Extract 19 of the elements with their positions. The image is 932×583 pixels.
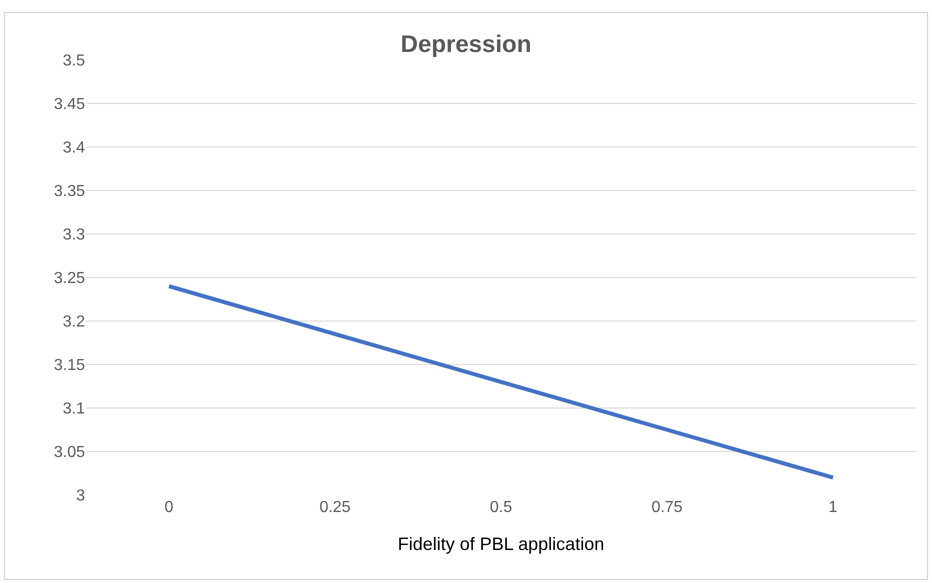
line-series	[167, 284, 835, 480]
y-tick-label: 3.4	[62, 140, 86, 157]
y-tick-label: 3.35	[54, 183, 86, 200]
y-tick-label: 3.45	[54, 96, 86, 114]
x-tick-label: 1	[828, 499, 838, 516]
y-tick-label: 3.05	[54, 444, 86, 462]
x-tick-label: 0.75	[651, 499, 683, 516]
y-tick-label: 3	[76, 488, 86, 505]
x-tick-label: 0.5	[490, 499, 512, 516]
y-tick-label: 3.25	[54, 270, 86, 288]
x-axis-title: Fidelity of PBL application	[398, 534, 604, 554]
y-tick-label: 3.2	[62, 314, 86, 331]
chart-title: Depression	[400, 31, 532, 58]
x-tick-label: 0.25	[319, 499, 351, 516]
y-tick-label: 3.3	[62, 226, 86, 244]
y-tick-label: 3.15	[54, 357, 86, 374]
y-tick-label: 3.1	[62, 400, 86, 418]
x-tick-label: 0	[164, 499, 174, 516]
y-tick-label: 3.5	[62, 52, 86, 70]
